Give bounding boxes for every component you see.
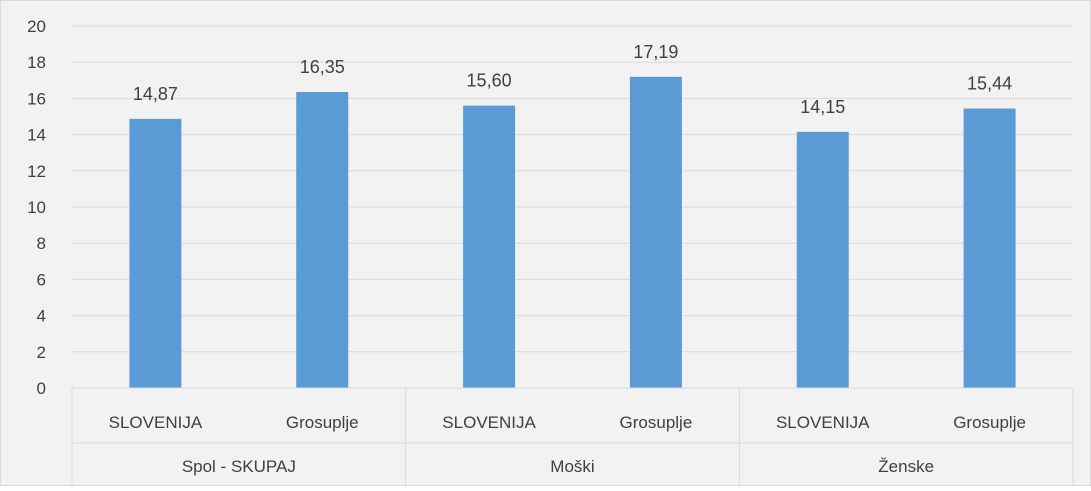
y-tick-label: 10 — [27, 198, 46, 217]
x-category-label: Grosuplje — [620, 413, 693, 432]
y-tick-label: 14 — [27, 126, 46, 145]
y-tick-label: 0 — [37, 379, 46, 398]
data-label: 15,60 — [467, 71, 512, 91]
x-category-label: Grosuplje — [953, 413, 1026, 432]
x-axis: SLOVENIJA Grosuplje Spol - SKUPAJ SLOVENIJA… — [71, 387, 1074, 486]
y-tick-label: 16 — [27, 89, 46, 108]
data-label: 17,19 — [633, 42, 678, 62]
x-group-label: Moški — [550, 457, 594, 476]
data-label: 16,35 — [300, 57, 345, 77]
data-label: 14,15 — [800, 97, 845, 117]
x-group-label: Ženske — [878, 457, 934, 476]
y-tick-label: 2 — [37, 343, 46, 362]
bars — [129, 76, 1016, 389]
data-label: 15,44 — [967, 74, 1012, 94]
y-tick-label: 18 — [27, 53, 46, 72]
bar — [796, 131, 849, 388]
bar — [629, 76, 682, 389]
bar — [296, 92, 349, 388]
data-label: 14,87 — [133, 84, 178, 104]
bar — [963, 108, 1016, 388]
bar — [463, 105, 516, 388]
y-tick-label: 6 — [37, 270, 46, 289]
bar — [129, 118, 182, 388]
x-category-label: SLOVENIJA — [109, 413, 203, 432]
y-tick-label: 20 — [27, 17, 46, 36]
y-axis-tick-labels: 0 2 4 6 8 10 12 14 16 18 20 — [27, 17, 46, 398]
x-category-label: SLOVENIJA — [442, 413, 536, 432]
y-tick-label: 12 — [27, 162, 46, 181]
x-category-label: SLOVENIJA — [776, 413, 870, 432]
data-labels: 14,87 16,35 15,60 17,19 14,15 15,44 — [133, 42, 1012, 117]
y-tick-label: 4 — [37, 307, 46, 326]
y-tick-label: 8 — [37, 234, 46, 253]
x-category-label: Grosuplje — [286, 413, 359, 432]
x-group-label: Spol - SKUPAJ — [182, 457, 296, 476]
